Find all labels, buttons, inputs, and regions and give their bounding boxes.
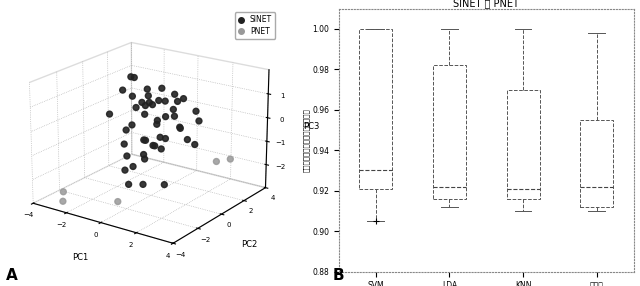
Y-axis label: PC2: PC2 [241, 240, 257, 249]
Text: B: B [333, 268, 344, 283]
Title: SINET 対 PNET: SINET 対 PNET [453, 0, 519, 8]
Text: A: A [6, 268, 18, 283]
X-axis label: PC1: PC1 [72, 253, 89, 262]
Y-axis label: 正答率（平均感度および特異度）: 正答率（平均感度および特異度） [303, 108, 309, 172]
Legend: SINET, PNET: SINET, PNET [235, 12, 275, 39]
